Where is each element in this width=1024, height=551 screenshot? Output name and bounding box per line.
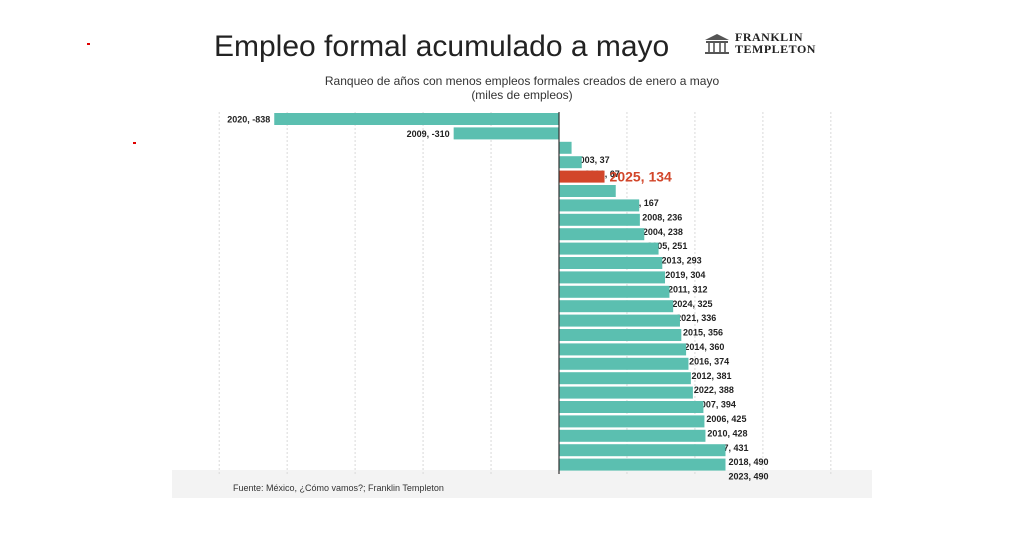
data-label-2023: 2023, 490 — [729, 472, 769, 482]
data-label-2003: 2003, 37 — [575, 155, 610, 165]
chart-panel — [172, 24, 872, 498]
bar-2020 — [274, 113, 559, 125]
building-columns-icon — [705, 34, 729, 54]
data-label-2012: 2012, 381 — [691, 371, 731, 381]
data-label-2018: 2018, 490 — [729, 457, 769, 467]
bar-2015 — [559, 314, 680, 327]
subtitle-line-1: Ranqueo de años con menos empleos formal… — [324, 74, 720, 88]
brand-logo: FRANKLIN TEMPLETON — [735, 31, 816, 55]
bar-2023 — [559, 458, 726, 471]
data-label-2008: 2008, 236 — [642, 212, 682, 222]
data-label-2005: 2005, 251 — [647, 241, 687, 251]
data-label-2013: 2013, 293 — [662, 256, 702, 266]
source-note: Fuente: México, ¿Cómo vamos?; Franklin T… — [233, 483, 444, 493]
data-label-2021: 2021, 336 — [676, 313, 716, 323]
data-label-2022: 2022, 388 — [694, 385, 734, 395]
bar-2001 — [559, 156, 582, 169]
data-label-2004: 2004, 238 — [643, 227, 683, 237]
data-label-2020: 2020, -838 — [227, 115, 270, 125]
data-label-2009: 2009, -310 — [407, 129, 450, 139]
logo-line-2: TEMPLETON — [735, 42, 816, 56]
bar-2002 — [559, 185, 616, 197]
data-label-2015: 2015, 356 — [683, 328, 723, 338]
red-mark — [133, 142, 136, 144]
chart-title: Empleo formal acumulado a mayo — [214, 30, 670, 63]
bar-2025 — [559, 170, 605, 183]
bar-2019 — [559, 257, 663, 269]
data-label-2014: 2014, 360 — [684, 342, 724, 352]
data-label-2016: 2016, 374 — [689, 356, 729, 366]
bar-2013 — [559, 242, 659, 255]
bar-2017 — [559, 429, 706, 442]
data-label-2024: 2024, 325 — [672, 299, 712, 309]
bar-2024 — [559, 285, 670, 298]
data-label-2007: 2007, 394 — [696, 400, 736, 410]
data-label-2011: 2011, 312 — [668, 284, 708, 294]
data-label-2010: 2010, 428 — [707, 428, 747, 438]
bar-2003 — [559, 141, 572, 154]
bar-2012 — [559, 357, 689, 370]
red-mark — [87, 43, 90, 45]
data-label-2019: 2019, 304 — [665, 270, 705, 280]
bar-2016 — [559, 343, 687, 356]
chart-subtitle: Ranqueo de años con menos empleos formal… — [172, 74, 872, 102]
bar-2021 — [559, 300, 674, 313]
bar-2018 — [559, 444, 726, 457]
data-label-2025: 2025, 134 — [610, 169, 672, 185]
bar-2004 — [559, 213, 640, 226]
logo-line-1: FRANKLIN — [735, 30, 804, 44]
bar-2011 — [559, 271, 666, 284]
bar-2008 — [559, 199, 640, 212]
bar-2009 — [453, 127, 559, 140]
bar-2005 — [559, 228, 645, 241]
bar-2022 — [559, 372, 691, 385]
data-label-2006: 2006, 425 — [706, 414, 746, 424]
bar-2007 — [559, 386, 693, 399]
bar-2006 — [559, 401, 704, 413]
subtitle-line-2: (miles de empleos) — [471, 88, 573, 102]
footer-band — [172, 470, 872, 498]
data-label-2017: 2017, 431 — [708, 443, 748, 453]
bar-2014 — [559, 329, 682, 341]
bar-2010 — [559, 415, 705, 428]
